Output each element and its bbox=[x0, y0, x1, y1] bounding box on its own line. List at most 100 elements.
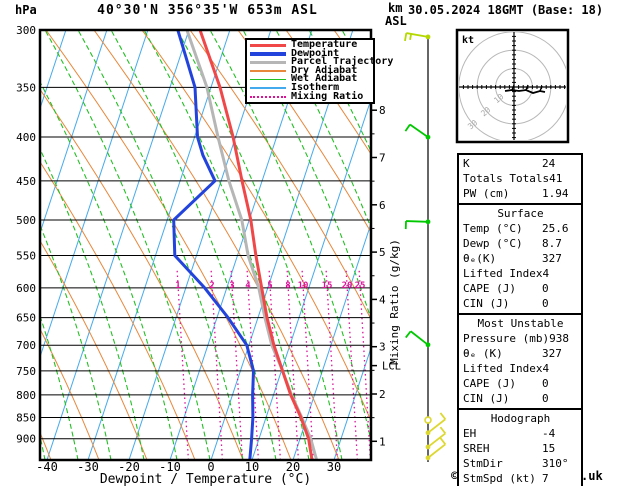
mixing-ratio-label: 20 bbox=[342, 281, 353, 291]
isotherm-line bbox=[41, 31, 67, 108]
table-row-value: 0 bbox=[542, 377, 549, 390]
table-row-value: 4 bbox=[542, 267, 550, 280]
legend-item: Wet Adiabat bbox=[247, 73, 373, 85]
table-row: CAPE (J) 0 bbox=[463, 281, 578, 296]
table-row: StmSpd (kt) 7 bbox=[463, 471, 578, 486]
table-row-value: 1.94 bbox=[542, 187, 569, 200]
legend-label: Temperature bbox=[291, 39, 358, 50]
isotherm-line bbox=[292, 225, 370, 459]
isotherm-line bbox=[87, 31, 231, 459]
table-row: θₑ(K) 327 bbox=[463, 251, 578, 266]
table-row: StmDir 310° bbox=[463, 456, 578, 471]
pressure-tick-label: 500 bbox=[16, 214, 36, 227]
wet-adiabat-line bbox=[110, 31, 277, 459]
wind-barb-icon bbox=[404, 32, 431, 42]
table-row: Totals Totals 41 bbox=[463, 171, 578, 186]
table-row-value: 7 bbox=[542, 472, 549, 485]
table-title: Surface bbox=[497, 207, 544, 220]
table-row: K 24 bbox=[463, 156, 578, 171]
table-row-value: 25.6 bbox=[542, 222, 569, 235]
isotherm-line bbox=[46, 31, 190, 459]
temperature-tick-label: 10 bbox=[245, 460, 259, 474]
dry-adiabat-line bbox=[41, 162, 196, 459]
table-row-label: StmDir bbox=[463, 457, 503, 470]
pressure-tick-label: 700 bbox=[16, 339, 36, 352]
km-tick-label: 5 bbox=[379, 246, 386, 259]
wind-barb-icon bbox=[405, 330, 431, 348]
altitude-unit-km: km bbox=[388, 1, 403, 15]
legend-label: Wet Adiabat bbox=[291, 73, 358, 85]
table-row-label: K bbox=[463, 157, 470, 170]
legend-line-sample bbox=[250, 70, 286, 72]
table-row-label: θₑ(K) bbox=[463, 252, 497, 265]
indices-table: K 24 Totals Totals 41 PW (cm) 1.94 bbox=[457, 153, 583, 205]
temperature-tick-label: 30 bbox=[327, 460, 341, 474]
mixing-ratio-line bbox=[301, 267, 314, 459]
legend: Temperature Dewpoint Parcel Trajectory Dry … bbox=[245, 38, 393, 105]
temperature-tick-label: -40 bbox=[36, 460, 58, 474]
km-tick-label: 1 bbox=[379, 435, 386, 448]
mixing-ratio-line bbox=[345, 267, 358, 459]
table-row-value: 8.7 bbox=[542, 237, 562, 250]
dry-adiabat-line bbox=[94, 31, 340, 459]
wet-adiabat-line bbox=[44, 31, 211, 459]
table-row: CIN (J) 0 bbox=[463, 391, 578, 406]
lcl-label: LCL bbox=[382, 361, 401, 373]
table-row: Lifted Index 4 bbox=[463, 361, 578, 376]
table-row-value: -4 bbox=[542, 427, 556, 440]
table-row-label: SREH bbox=[463, 442, 490, 455]
table-row-label: CAPE (J) bbox=[463, 377, 516, 390]
wet-adiabat-line bbox=[176, 31, 343, 459]
mixing-ratio-label: 8 bbox=[285, 281, 290, 291]
pressure-tick-label: 800 bbox=[16, 389, 36, 402]
legend-line-sample bbox=[250, 78, 286, 81]
legend-label: Dewpoint bbox=[291, 47, 340, 59]
pressure-tick-label: 350 bbox=[16, 81, 36, 94]
pressure-tick-label: 750 bbox=[16, 365, 36, 378]
pressure-tick-label: 450 bbox=[16, 175, 36, 188]
legend-item: Parcel Trajectory bbox=[247, 57, 393, 67]
table-row-value: 938 bbox=[549, 332, 569, 345]
legend-item: Temperature bbox=[247, 39, 373, 50]
indices-table: Surface Temp (°C) 25.6 Dewp (°C) 8.7 θₑ(K) 327… bbox=[457, 203, 583, 315]
legend-label: Mixing Ratio bbox=[291, 90, 364, 102]
table-row-value: 15 bbox=[542, 442, 556, 455]
table-row-value: 0 bbox=[542, 392, 549, 405]
mixing-ratio-axis-label: Mixing Ratio (g/kg) bbox=[388, 239, 401, 365]
wet-adiabat-line bbox=[77, 31, 244, 459]
mixing-ratio-line bbox=[230, 267, 243, 459]
mixing-ratio-label: 4 bbox=[245, 281, 251, 291]
table-row-label: CIN (J) bbox=[463, 392, 510, 405]
mixing-ratio-label: 1 bbox=[175, 281, 180, 291]
temperature-tick-label: -20 bbox=[118, 460, 140, 474]
wet-adiabat-line bbox=[209, 31, 370, 439]
table-row-label: θₑ (K) bbox=[463, 347, 503, 360]
legend-line-sample bbox=[250, 87, 286, 90]
table-row-label: CAPE (J) bbox=[463, 282, 516, 295]
table-row-value: 0 bbox=[542, 282, 549, 295]
pressure-tick-label: 900 bbox=[16, 433, 36, 446]
mixing-ratio-label: 15 bbox=[322, 281, 333, 291]
legend-item: Dewpoint bbox=[247, 47, 373, 59]
table-row: Lifted Index 4 bbox=[463, 266, 578, 281]
table-row: θₑ (K) 327 bbox=[463, 346, 578, 361]
legend-label: Dry Adiabat bbox=[291, 64, 358, 76]
table-row-label: StmSpd (kt) bbox=[463, 472, 536, 485]
legend-line-sample bbox=[250, 60, 286, 65]
mixing-ratio-line bbox=[246, 267, 259, 459]
mixing-ratio-line bbox=[286, 267, 299, 459]
mixing-ratio-line bbox=[358, 267, 370, 459]
table-row-value: 0 bbox=[542, 297, 549, 310]
legend-line-sample bbox=[250, 95, 286, 98]
table-row: EH -4 bbox=[463, 426, 578, 441]
dry-adiabat-line bbox=[41, 89, 244, 459]
km-tick-label: 8 bbox=[379, 104, 386, 117]
legend-label: Isotherm bbox=[291, 81, 340, 93]
table-row-value: 327 bbox=[542, 347, 562, 360]
datetime-label: 30.05.2024 18GMT (Base: 18) bbox=[408, 3, 604, 17]
table-row-label: Temp (°C) bbox=[463, 222, 523, 235]
mixing-ratio-label: 3 bbox=[229, 281, 234, 291]
table-row: CIN (J) 0 bbox=[463, 296, 578, 311]
isotherm-line bbox=[41, 31, 108, 232]
table-row-label: Totals Totals bbox=[463, 172, 550, 185]
